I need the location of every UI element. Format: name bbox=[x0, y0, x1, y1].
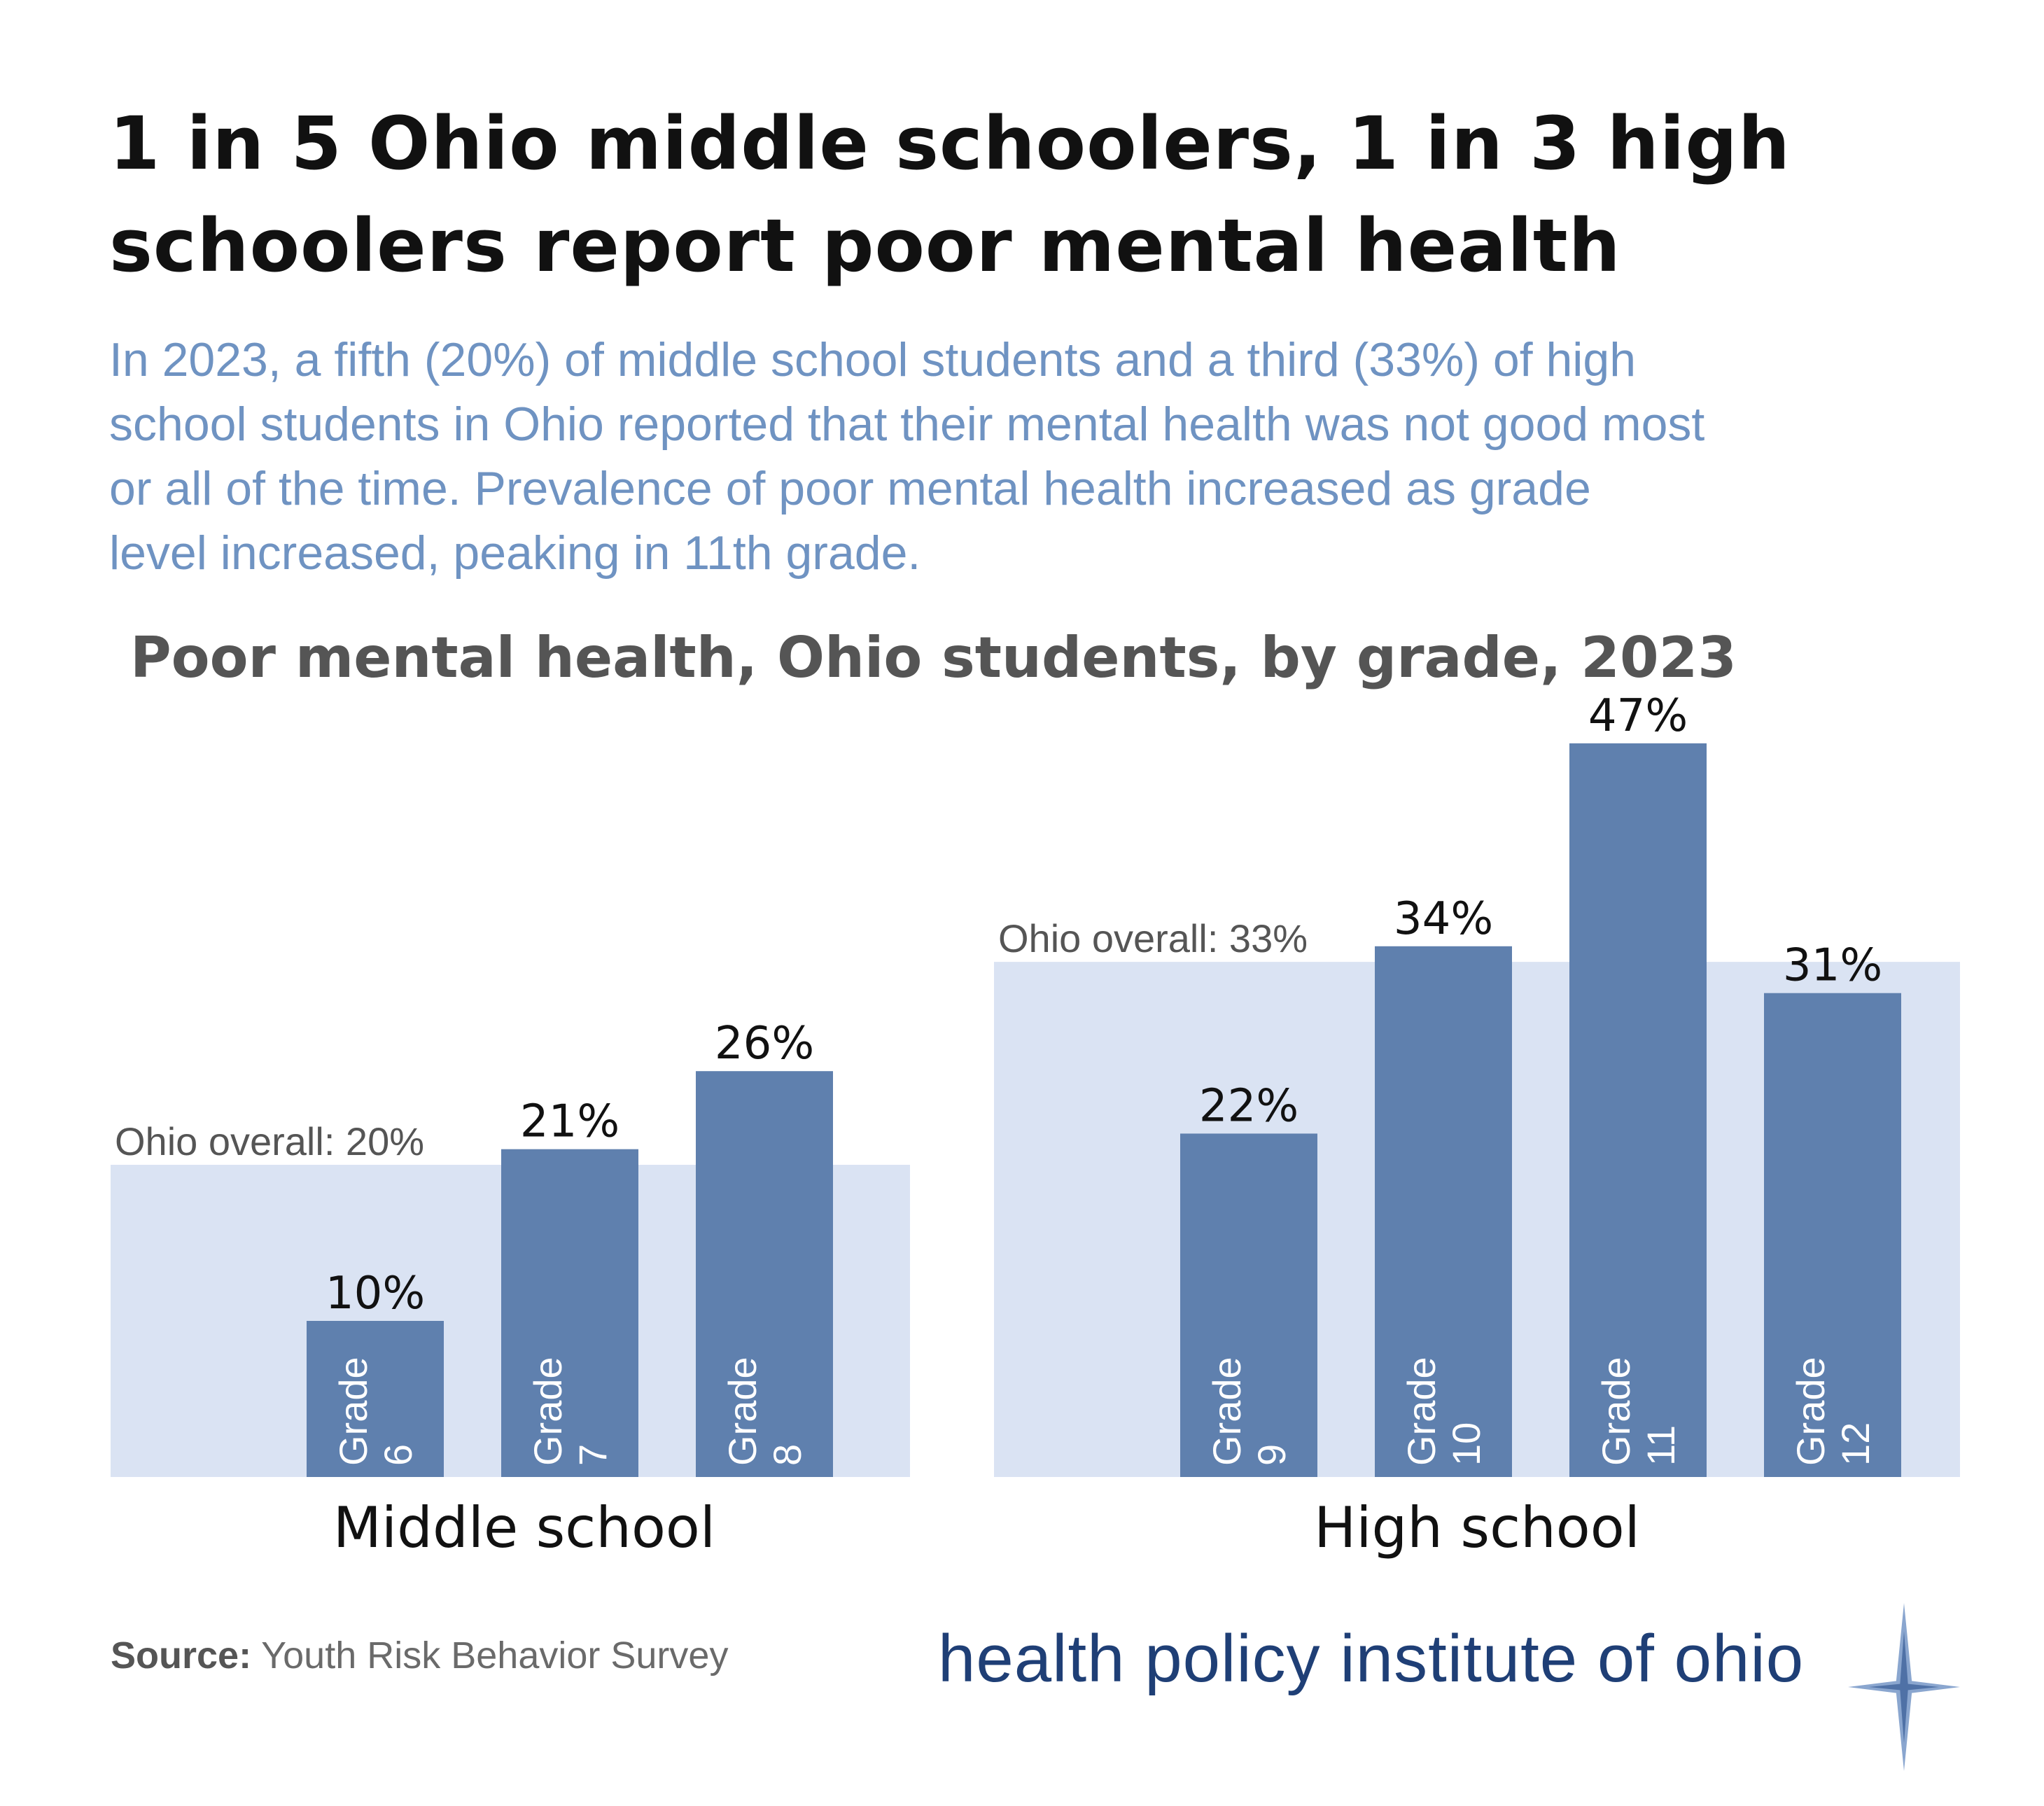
bar bbox=[696, 1071, 833, 1477]
bar bbox=[1180, 1133, 1317, 1477]
grade-label-line2: 9 bbox=[1250, 1444, 1294, 1466]
grade-label-line2: 6 bbox=[376, 1444, 420, 1466]
value-label: 10% bbox=[326, 1268, 425, 1320]
grade-label-line1: Grade bbox=[1594, 1357, 1638, 1466]
grade-label-line2: 12 bbox=[1833, 1422, 1877, 1466]
value-label: 47% bbox=[1588, 690, 1688, 742]
star-compass-icon bbox=[1848, 1603, 1960, 1771]
grade-label-line2: 8 bbox=[765, 1444, 809, 1466]
grade-label-line1: Grade bbox=[1399, 1357, 1443, 1466]
subtitle: In 2023, a fifth (20%) of middle school … bbox=[109, 328, 1985, 585]
source-text: Youth Risk Behavior Survey bbox=[261, 1634, 729, 1676]
group-label: Middle school bbox=[333, 1495, 715, 1560]
bar bbox=[1764, 993, 1901, 1477]
subtitle-line-3: or all of the time. Prevalence of poor m… bbox=[109, 462, 1591, 515]
bar bbox=[1569, 743, 1707, 1477]
hpio-logo: health policy institute of ohio bbox=[938, 1603, 1960, 1771]
bar bbox=[307, 1321, 444, 1477]
headline-line-2: schoolers report poor mental health bbox=[109, 203, 1621, 288]
subtitle-line-1: In 2023, a fifth (20%) of middle school … bbox=[109, 333, 1637, 386]
logo-text: health policy institute of ohio bbox=[938, 1621, 1805, 1696]
value-label: 21% bbox=[520, 1096, 620, 1148]
bar bbox=[1375, 946, 1512, 1477]
grade-label-line1: Grade bbox=[1205, 1357, 1249, 1466]
subtitle-line-4: level increased, peaking in 11th grade. bbox=[109, 526, 921, 580]
overall-label: Ohio overall: 20% bbox=[115, 1119, 424, 1163]
value-label: 34% bbox=[1394, 893, 1493, 945]
grade-label-line1: Grade bbox=[526, 1357, 570, 1466]
overall-label: Ohio overall: 33% bbox=[998, 916, 1308, 960]
grade-label-line2: 11 bbox=[1639, 1425, 1683, 1466]
subtitle-line-2: school students in Ohio reported that th… bbox=[109, 398, 1705, 451]
value-label: 22% bbox=[1199, 1080, 1298, 1132]
grade-label-line2: 10 bbox=[1444, 1422, 1488, 1466]
value-label: 31% bbox=[1783, 940, 1882, 992]
source-label: Source: bbox=[111, 1634, 252, 1676]
headline: 1 in 5 Ohio middle schoolers, 1 in 3 hig… bbox=[109, 92, 1957, 297]
grade-label-line2: 7 bbox=[570, 1444, 615, 1466]
grade-label-line1: Grade bbox=[1788, 1357, 1833, 1466]
headline-line-1: 1 in 5 Ohio middle schoolers, 1 in 3 hig… bbox=[109, 101, 1791, 186]
value-label: 26% bbox=[715, 1018, 814, 1070]
source-note: Source: Youth Risk Behavior Survey bbox=[111, 1631, 728, 1680]
grade-label-line1: Grade bbox=[331, 1357, 375, 1466]
bar bbox=[501, 1149, 638, 1477]
group-label: High school bbox=[1314, 1495, 1640, 1560]
grade-label-line1: Grade bbox=[720, 1357, 764, 1466]
chart-title: Poor mental health, Ohio students, by gr… bbox=[130, 625, 1737, 690]
